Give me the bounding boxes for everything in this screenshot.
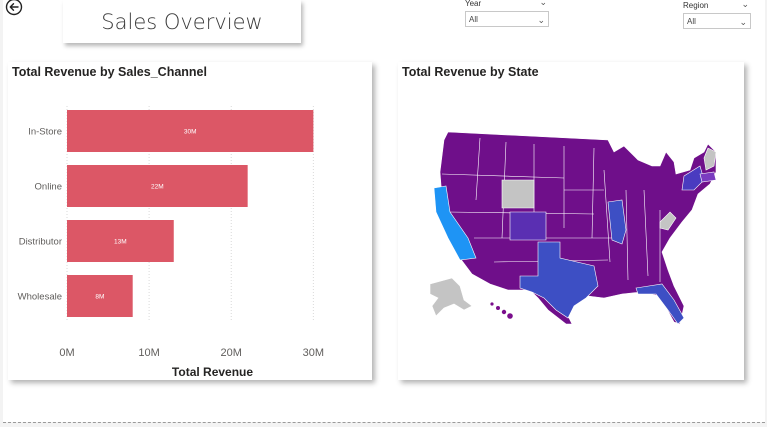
state-hawaii[interactable]: [490, 302, 513, 319]
bar-chart: 0M 10M 20M 30M In-Store 30M Online 22M Distribut…: [18, 106, 324, 379]
state-alaska[interactable]: [429, 277, 473, 317]
region-dropdown[interactable]: All ⌄: [683, 13, 751, 29]
x-tick-label: 20M: [221, 347, 242, 359]
region-dropdown-value: All: [687, 17, 696, 26]
chevron-down-icon[interactable]: ⌄: [741, 0, 749, 9]
region-slicer: Region ⌄ All ⌄: [683, 0, 751, 29]
y-category-label: In-Store: [28, 127, 62, 138]
map-title: Total Revenue by State: [402, 65, 539, 79]
bar[interactable]: [67, 275, 133, 317]
state-california[interactable]: [433, 185, 477, 261]
y-category-label: Online: [35, 182, 62, 193]
region-slicer-label: Region: [683, 1, 709, 10]
year-slicer-label: Year: [465, 0, 482, 8]
state-wyoming[interactable]: [501, 179, 535, 209]
bar-data-label: 13M: [114, 239, 127, 246]
back-arrow-icon[interactable]: [4, 0, 24, 18]
y-category-label: Distributor: [19, 237, 62, 248]
us-filled-map: [429, 131, 717, 325]
year-dropdown[interactable]: All ⌄: [465, 11, 549, 27]
chevron-down-icon: ⌄: [739, 17, 747, 27]
x-axis-title: Total Revenue: [172, 365, 253, 379]
chevron-down-icon: ⌄: [537, 15, 545, 25]
page-title-card: Sales Overview: [63, 0, 301, 43]
bar-chart-title: Total Revenue by Sales_Channel: [12, 65, 207, 79]
page-title: Sales Overview: [101, 9, 263, 34]
year-slicer: Year ⌄ All ⌄: [465, 0, 549, 27]
bar[interactable]: [67, 220, 174, 262]
chevron-down-icon[interactable]: ⌄: [539, 0, 547, 7]
x-tick-label: 30M: [303, 347, 324, 359]
state-florida[interactable]: [635, 283, 685, 325]
state-maine[interactable]: [703, 147, 717, 171]
revenue-by-channel-visual[interactable]: Total Revenue by Sales_Channel 0M 10M 20M 3…: [8, 62, 372, 380]
bar[interactable]: [67, 110, 314, 152]
state-colorado[interactable]: [509, 211, 547, 241]
state-massachusetts[interactable]: [699, 171, 717, 183]
page-bottom-border: [3, 422, 765, 423]
state-new-york[interactable]: [681, 165, 705, 191]
x-tick-label: 10M: [138, 347, 159, 359]
bar-data-label: 8M: [95, 294, 104, 301]
bar-data-label: 30M: [184, 129, 197, 136]
state-texas[interactable]: [519, 241, 599, 319]
y-category-label: Wholesale: [18, 292, 62, 303]
revenue-by-state-visual[interactable]: Total Revenue by State: [398, 62, 744, 380]
bar-data-label: 22M: [151, 184, 164, 191]
x-tick-label: 0M: [59, 347, 74, 359]
year-dropdown-value: All: [469, 15, 478, 24]
state-west-virginia[interactable]: [659, 211, 677, 231]
state-illinois[interactable]: [607, 199, 627, 245]
bar[interactable]: [67, 165, 248, 207]
